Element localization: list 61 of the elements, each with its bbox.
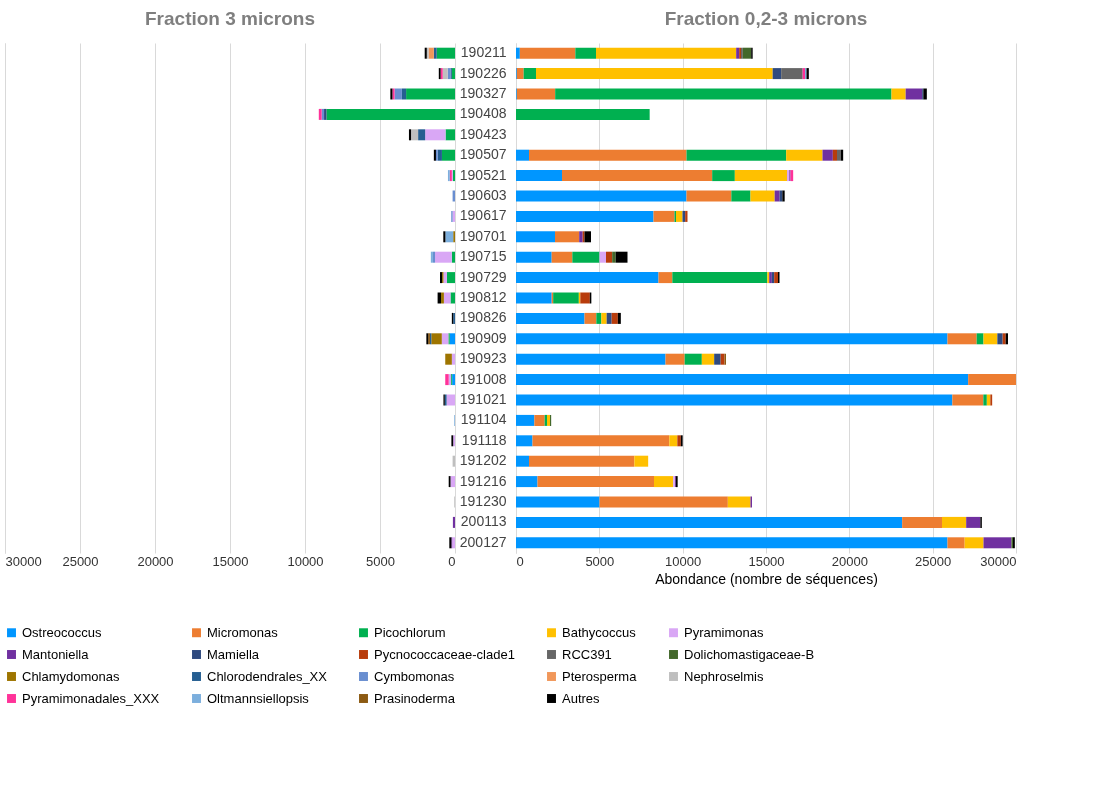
y-tick-label: 190226 bbox=[459, 64, 507, 81]
legend-label: Cymbomonas bbox=[374, 668, 455, 684]
y-tick-label: 190812 bbox=[459, 289, 507, 305]
y-tick-label: 200113 bbox=[460, 513, 507, 530]
y-tick-label: 190211 bbox=[460, 44, 507, 61]
y-tick-label: 190701 bbox=[459, 227, 507, 244]
y-tick-label: 200127 bbox=[459, 533, 507, 550]
x-tick-label: 15000 bbox=[212, 553, 249, 569]
x-tick-label: 25000 bbox=[915, 553, 952, 569]
legend-label: Prasinoderma bbox=[374, 690, 456, 706]
x-tick-label: 0 bbox=[448, 553, 456, 569]
legend-label: Mamiella bbox=[207, 646, 260, 662]
x-axis-title: Abondance (nombre de séquences) bbox=[655, 570, 878, 587]
y-tick-label: 190507 bbox=[459, 146, 507, 163]
y-tick-label: 190729 bbox=[459, 268, 507, 285]
x-tick-label: 20000 bbox=[831, 553, 868, 569]
y-tick-label: 190408 bbox=[459, 105, 507, 122]
x-tick-label: 10000 bbox=[287, 553, 324, 569]
legend-label: Micromonas bbox=[207, 624, 279, 640]
x-tick-label: 30000 bbox=[5, 553, 42, 569]
chart-title: Fraction 0,2-3 microns bbox=[664, 8, 868, 29]
legend-label: Pyramimonadales_XXX bbox=[22, 690, 160, 706]
legend-label: Bathycoccus bbox=[562, 624, 637, 640]
legend-label: Nephroselmis bbox=[684, 668, 764, 684]
legend-label: Pterosperma bbox=[562, 668, 638, 684]
legend-label: Autres bbox=[562, 690, 601, 706]
legend-label: Pyramimonas bbox=[684, 624, 764, 640]
legend-label: Dolichomastigaceae-B bbox=[684, 646, 815, 662]
legend-label: Pycnococcaceae-clade1 bbox=[374, 646, 515, 662]
y-tick-label: 191118 bbox=[461, 431, 507, 448]
y-tick-label: 191202 bbox=[459, 452, 507, 469]
x-tick-label: 10000 bbox=[665, 553, 702, 569]
y-tick-label: 190603 bbox=[459, 187, 507, 203]
y-tick-label: 190909 bbox=[459, 329, 507, 346]
y-tick-label: 190423 bbox=[459, 125, 507, 142]
legend-label: Picochlorum bbox=[374, 624, 446, 640]
y-tick-label: 191008 bbox=[459, 370, 507, 387]
legend-label: Mantoniella bbox=[22, 646, 90, 662]
y-tick-label: 190923 bbox=[459, 350, 507, 367]
chart-title: Fraction 3 microns bbox=[145, 8, 315, 29]
legend-label: Ostreococcus bbox=[22, 624, 102, 640]
legend-label: Chlorodendrales_XX bbox=[207, 668, 328, 684]
y-tick-label: 191104 bbox=[460, 411, 507, 428]
x-tick-label: 5000 bbox=[585, 553, 615, 569]
y-tick-label: 190826 bbox=[459, 309, 507, 326]
x-tick-label: 15000 bbox=[748, 553, 785, 569]
x-tick-label: 20000 bbox=[137, 553, 174, 569]
x-tick-label: 5000 bbox=[366, 553, 395, 569]
y-tick-label: 191021 bbox=[459, 391, 507, 407]
x-tick-label: 30000 bbox=[980, 553, 1017, 569]
y-tick-label: 190617 bbox=[459, 207, 507, 224]
y-tick-label: 191230 bbox=[459, 493, 507, 509]
legend-label: RCC391 bbox=[562, 646, 612, 662]
x-tick-label: 25000 bbox=[62, 553, 99, 569]
x-tick-label: 0 bbox=[516, 553, 524, 569]
y-tick-label: 190715 bbox=[459, 248, 507, 265]
y-tick-label: 191216 bbox=[459, 472, 507, 489]
y-tick-label: 190327 bbox=[459, 85, 507, 101]
y-tick-label: 190521 bbox=[459, 166, 507, 183]
legend-label: Oltmannsiellopsis bbox=[207, 690, 310, 706]
legend-label: Chlamydomonas bbox=[22, 668, 121, 684]
